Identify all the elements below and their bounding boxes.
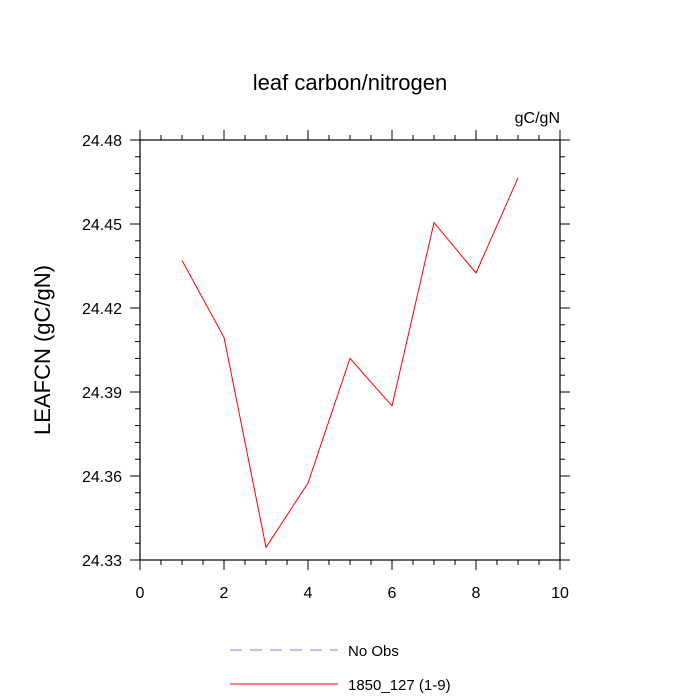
y-tick-label: 24.36 (82, 469, 122, 486)
units-label: gC/gN (515, 110, 560, 127)
chart-title: leaf carbon/nitrogen (253, 70, 447, 95)
series-line (181, 177, 519, 549)
legend-label: 1850_127 (1-9) (348, 677, 451, 694)
y-tick-label: 24.42 (82, 301, 122, 318)
y-tick-label: 24.39 (82, 385, 122, 402)
plot-frame (139, 139, 561, 561)
axes (130, 130, 570, 570)
legend-label: No Obs (348, 643, 399, 660)
legend: No Obs 1850_127 (1-9) (230, 643, 451, 694)
x-tick-label: 6 (388, 585, 397, 602)
x-tick-label: 0 (136, 585, 145, 602)
x-tick-label: 8 (472, 585, 481, 602)
y-tick-label: 24.45 (82, 217, 122, 234)
x-tick-label: 2 (220, 585, 229, 602)
x-tick-label: 4 (304, 585, 313, 602)
x-tick-labels: 0 2 4 6 8 10 (136, 585, 569, 602)
y-axis-label: LEAFCN (gC/gN) (30, 265, 55, 435)
x-tick-label: 10 (551, 585, 569, 602)
series-layer (181, 177, 519, 549)
y-tick-label: 24.48 (82, 133, 122, 150)
y-tick-label: 24.33 (82, 553, 122, 570)
y-tick-labels: 24.33 24.36 24.39 24.42 24.45 24.48 (82, 133, 122, 570)
